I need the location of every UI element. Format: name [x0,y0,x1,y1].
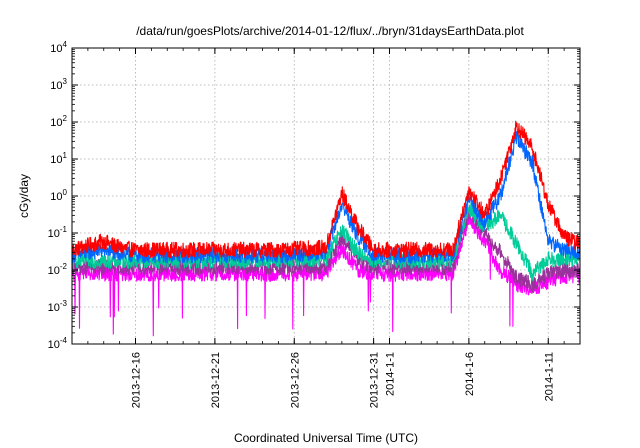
y-tick-label: 10-3 [48,299,68,314]
x-tick-label: 2013-12-21 [210,352,222,408]
y-tick-exponent: -3 [60,299,68,308]
x-tick-label: 2014-1-11 [543,352,555,401]
y-tick-base: 10 [50,117,62,129]
y-tick-base: 10 [48,302,60,314]
y-tick-label: 10-4 [48,336,68,351]
x-tick-label: 2014-1-1 [385,352,397,396]
x-tick-label: 2013-12-26 [289,352,301,408]
y-tick-label: 104 [50,40,67,55]
x-tick-label: 2013-12-16 [131,352,143,408]
y-tick-exponent: 3 [63,77,68,86]
y-tick-exponent: -1 [60,225,68,234]
y-tick-label: 100 [50,188,67,203]
y-tick-label: 10-2 [48,262,68,277]
y-tick-label: 101 [50,151,67,166]
y-tick-label: 102 [50,114,67,129]
y-tick-base: 10 [50,154,62,166]
chart-title: /data/run/goesPlots/archive/2014-01-12/f… [136,24,524,38]
y-tick-exponent: 4 [63,40,68,49]
y-tick-base: 10 [50,191,62,203]
y-tick-base: 10 [50,80,62,92]
grid-layer [72,48,580,344]
y-tick-exponent: -2 [60,262,68,271]
y-tick-exponent: 2 [63,114,68,123]
y-tick-base: 10 [48,339,60,351]
x-axis-label: Coordinated Universal Time (UTC) [234,431,418,445]
y-tick-exponent: -4 [60,336,68,345]
y-tick-base: 10 [48,228,60,240]
y-tick-base: 10 [50,43,62,55]
y-axis-label: cGy/day [17,174,31,218]
y-tick-base: 10 [48,265,60,277]
y-tick-exponent: 1 [63,151,68,160]
x-tick-label: 2014-1-6 [464,352,476,396]
series-red-line [71,120,581,259]
series-layer [71,120,581,337]
y-tick-label: 10-1 [48,225,68,240]
x-axis: 2013-12-16 2013-12-21 2013-12-26 2013-12-31… [87,48,565,408]
x-tick-label: 2013-12-31 [369,352,381,408]
y-tick-label: 103 [50,77,67,92]
y-tick-exponent: 0 [63,188,68,197]
